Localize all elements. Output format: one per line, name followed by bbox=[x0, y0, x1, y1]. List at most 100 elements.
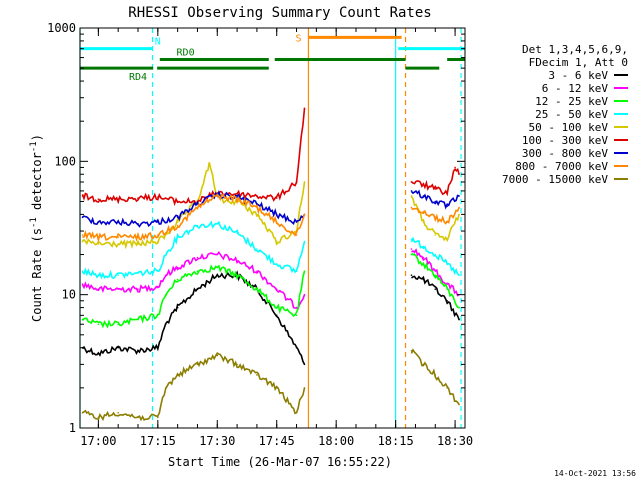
legend-header-1: FDecim 1, Att 0 bbox=[529, 56, 628, 69]
legend-label-5: 100 - 300 keV bbox=[522, 134, 608, 147]
data-point-4-13 bbox=[275, 240, 278, 243]
data-point-1-16 bbox=[434, 270, 437, 272]
data-point-5-13 bbox=[410, 181, 413, 183]
data-point-3-10 bbox=[256, 248, 258, 250]
data-point-3-11 bbox=[275, 263, 278, 265]
data-point-5-0 bbox=[81, 195, 84, 197]
data-point-8-6 bbox=[176, 374, 179, 376]
data-point-4-4 bbox=[157, 240, 159, 243]
data-point-6-15 bbox=[434, 200, 437, 203]
x-tick-label-3: 17:45 bbox=[259, 434, 295, 448]
data-point-1-15 bbox=[422, 256, 425, 259]
legend-label-1: 6 - 12 keV bbox=[542, 82, 609, 95]
series-line-3-1 bbox=[410, 236, 460, 276]
data-point-6-16 bbox=[446, 205, 448, 208]
data-point-3-5 bbox=[164, 253, 167, 256]
data-point-2-18 bbox=[458, 306, 460, 309]
data-point-2-2 bbox=[117, 323, 119, 326]
data-point-0-13 bbox=[303, 363, 306, 366]
data-point-7-7 bbox=[216, 195, 219, 197]
data-point-5-11 bbox=[295, 181, 298, 183]
data-point-0-5 bbox=[164, 323, 167, 326]
data-point-0-1 bbox=[97, 353, 100, 355]
data-point-7-5 bbox=[176, 224, 179, 227]
series-line-6-0 bbox=[82, 190, 306, 228]
data-point-6-13 bbox=[410, 190, 413, 192]
data-point-1-4 bbox=[157, 285, 159, 288]
data-point-1-5 bbox=[164, 274, 167, 276]
data-point-0-16 bbox=[434, 288, 437, 290]
data-point-8-5 bbox=[164, 387, 167, 389]
data-point-1-14 bbox=[410, 248, 413, 250]
data-point-1-8 bbox=[216, 253, 219, 256]
footer-timestamp: 14-Oct-2021 13:56 bbox=[554, 469, 636, 478]
data-point-8-12 bbox=[295, 412, 298, 414]
data-point-0-15 bbox=[422, 278, 425, 281]
x-tick-label-0: 17:00 bbox=[80, 434, 116, 448]
data-point-8-17 bbox=[446, 387, 448, 389]
data-point-1-3 bbox=[137, 288, 139, 290]
plot-frame bbox=[79, 27, 466, 429]
data-point-5-12 bbox=[303, 107, 306, 110]
legend-header-0: Det 1,3,4,5,6,9, bbox=[522, 43, 628, 56]
data-point-6-1 bbox=[97, 221, 100, 223]
data-point-8-18 bbox=[458, 403, 460, 406]
data-point-0-8 bbox=[216, 274, 219, 276]
data-point-4-8 bbox=[208, 163, 211, 166]
data-point-6-17 bbox=[458, 195, 460, 197]
data-point-3-9 bbox=[236, 232, 238, 234]
data-point-0-4 bbox=[157, 346, 159, 349]
data-point-3-15 bbox=[422, 245, 425, 248]
data-point-7-6 bbox=[196, 206, 199, 209]
data-point-5-5 bbox=[176, 200, 179, 203]
data-point-3-1 bbox=[97, 274, 100, 276]
data-point-2-10 bbox=[256, 288, 258, 290]
data-point-7-15 bbox=[434, 216, 437, 219]
data-point-8-4 bbox=[157, 416, 159, 419]
series-1 bbox=[81, 248, 460, 309]
series-line-7-0 bbox=[82, 193, 306, 243]
data-point-4-1 bbox=[97, 243, 100, 245]
data-point-7-0 bbox=[81, 234, 84, 236]
x-tick-label-5: 18:15 bbox=[378, 434, 414, 448]
data-point-7-13 bbox=[410, 206, 413, 209]
data-point-4-3 bbox=[137, 243, 139, 245]
data-point-8-13 bbox=[303, 387, 306, 389]
data-point-7-17 bbox=[458, 206, 460, 209]
data-point-2-6 bbox=[176, 278, 179, 281]
chart-title: RHESSI Observing Summary Count Rates bbox=[128, 5, 431, 21]
y-tick-label-0: 1 bbox=[69, 421, 76, 435]
data-point-7-4 bbox=[157, 234, 159, 236]
data-point-7-3 bbox=[137, 236, 139, 238]
data-point-4-5 bbox=[164, 234, 167, 236]
data-point-5-16 bbox=[446, 192, 448, 194]
data-point-1-12 bbox=[295, 306, 298, 309]
series-2 bbox=[81, 253, 460, 329]
series-3 bbox=[81, 220, 460, 280]
data-point-8-3 bbox=[137, 416, 139, 419]
data-point-7-8 bbox=[236, 198, 238, 200]
data-point-2-17 bbox=[446, 288, 448, 290]
series-line-8-1 bbox=[410, 348, 460, 405]
data-point-6-11 bbox=[295, 221, 298, 223]
data-point-8-7 bbox=[196, 363, 199, 366]
series-line-3-0 bbox=[81, 220, 306, 280]
data-point-0-17 bbox=[446, 299, 448, 302]
x-tick-label-1: 17:15 bbox=[140, 434, 176, 448]
data-point-1-6 bbox=[176, 266, 179, 269]
data-point-4-2 bbox=[117, 243, 119, 245]
data-point-7-16 bbox=[446, 221, 448, 223]
data-point-1-1 bbox=[97, 288, 100, 290]
series-line-7-1 bbox=[411, 207, 460, 225]
data-point-5-17 bbox=[454, 166, 456, 169]
legend-label-2: 12 - 25 keV bbox=[535, 95, 608, 108]
data-point-4-0 bbox=[81, 240, 84, 243]
data-point-5-10 bbox=[275, 197, 278, 199]
flag-rd4-label: RD4 bbox=[129, 72, 147, 83]
flag-s-label: S bbox=[296, 33, 302, 44]
data-point-3-12 bbox=[295, 270, 298, 272]
data-point-1-0 bbox=[81, 283, 84, 285]
series-line-4-1 bbox=[410, 195, 460, 243]
data-point-2-9 bbox=[236, 274, 238, 276]
data-point-0-18 bbox=[458, 318, 460, 321]
